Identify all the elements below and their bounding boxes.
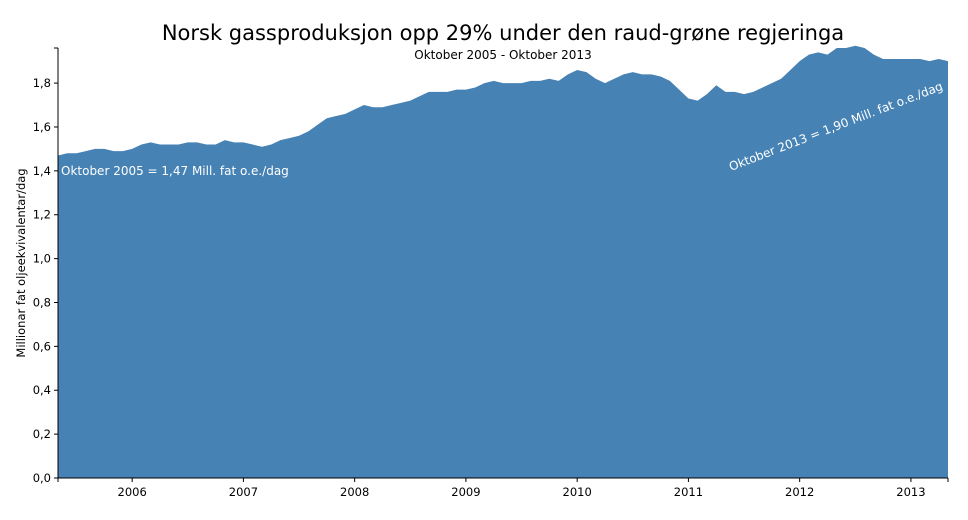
x-tick-label: 2007 — [229, 485, 258, 499]
x-tick-label: 2010 — [563, 485, 592, 499]
chart-subtitle: Oktober 2005 - Oktober 2013 — [414, 48, 591, 62]
x-tick-label: 2006 — [118, 485, 147, 499]
area-series — [58, 45, 948, 479]
y-tick-label: 0,0 — [33, 471, 51, 485]
y-tick-label: 0,8 — [33, 295, 51, 309]
chart-title: Norsk gassproduksjon opp 29% under den r… — [162, 21, 844, 45]
x-axis-ticks: 2006 2007 2008 2009 2010 2011 2012 2013 — [57, 478, 949, 499]
y-tick-label: 1,6 — [33, 120, 51, 134]
y-axis-label: Millionar fat oljeekvivalentar/dag — [14, 168, 28, 357]
plot-area — [58, 45, 948, 479]
y-tick-label: 0,4 — [33, 383, 51, 397]
y-tick-label: 1,4 — [33, 164, 51, 178]
x-tick-label: 2009 — [451, 485, 480, 499]
x-tick-label: 2008 — [340, 485, 369, 499]
x-tick-label: 2013 — [896, 485, 925, 499]
y-axis-ticks: 0,0 0,2 0,4 0,6 0,8 1,0 1,2 1,4 1,6 1,8 — [33, 47, 58, 485]
y-tick-label: 0,6 — [33, 339, 51, 353]
annotation-start: Oktober 2005 = 1,47 Mill. fat o.e./dag — [61, 164, 289, 178]
x-tick-label: 2012 — [785, 485, 814, 499]
x-tick-label: 2011 — [674, 485, 703, 499]
y-tick-label: 1,0 — [33, 252, 51, 266]
y-tick-label: 1,8 — [33, 76, 51, 90]
y-tick-label: 1,2 — [33, 208, 51, 222]
y-tick-label: 0,2 — [33, 427, 51, 441]
